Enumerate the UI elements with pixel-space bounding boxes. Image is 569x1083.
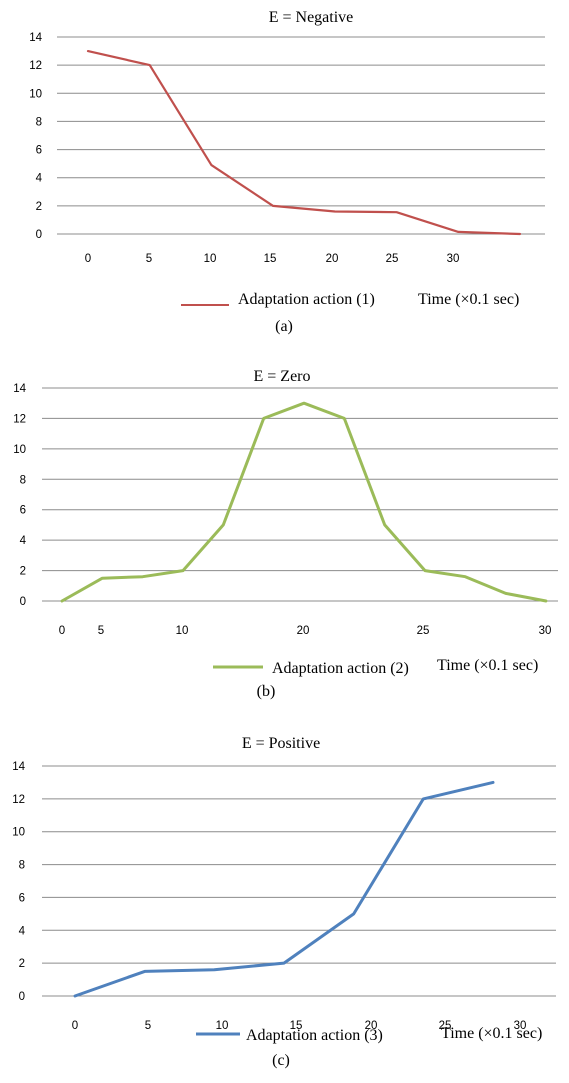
panel-label: (c) <box>272 1052 290 1069</box>
x-tick-label: 15 <box>264 253 277 265</box>
x-tick-label: 0 <box>85 253 91 265</box>
series-line <box>86 49 522 236</box>
y-tick-label: 0 <box>36 229 42 241</box>
chart-panel-c: E = Positive 0 2 4 6 8 10 12 14 0 5 10 15 20 25 30 Ad… <box>0 724 569 1083</box>
chart-c: E = Positive 0 2 4 6 8 10 12 14 0 5 10 15 20 25 30 Ad… <box>12 735 556 1069</box>
x-tick-label: 25 <box>386 253 399 265</box>
legend-label: Adaptation action (2) <box>272 660 409 677</box>
y-axis-ticks: 0 2 4 6 8 10 12 14 <box>12 761 25 1003</box>
x-tick-label: 30 <box>539 625 552 637</box>
gridlines <box>57 36 545 235</box>
series-line <box>73 780 495 998</box>
x-tick-label: 25 <box>439 1020 452 1032</box>
chart-b: E = Zero 0 2 4 6 8 10 12 14 0 5 10 20 25 30 Adaptati… <box>13 368 558 700</box>
panel-label: (a) <box>275 318 293 335</box>
x-tick-label: 15 <box>290 1020 303 1032</box>
y-tick-label: 14 <box>29 32 42 44</box>
chart-panel-a: E = Negative 0 2 4 6 8 10 12 14 0 5 10 15 20 25 30 Ad… <box>0 0 569 340</box>
y-tick-label: 14 <box>13 383 26 395</box>
panel-label: (b) <box>257 683 276 700</box>
chart-a: E = Negative 0 2 4 6 8 10 12 14 0 5 10 15 20 25 30 Ad… <box>29 9 545 335</box>
x-tick-label: 30 <box>447 253 460 265</box>
x-axis-ticks: 0 5 10 15 20 25 30 <box>85 253 460 265</box>
y-tick-label: 12 <box>12 794 25 806</box>
series-lines <box>73 780 495 998</box>
y-tick-label: 8 <box>36 116 42 128</box>
y-tick-label: 12 <box>29 60 42 72</box>
x-tick-label: 5 <box>98 625 104 637</box>
chart-title: E = Negative <box>269 9 354 26</box>
y-tick-label: 4 <box>19 925 26 937</box>
x-axis-label: Time (×0.1 sec) <box>441 1025 542 1042</box>
series-lines <box>86 49 522 236</box>
y-tick-label: 10 <box>12 827 25 839</box>
y-tick-label: 6 <box>36 145 42 157</box>
x-axis-label: Time (×0.1 sec) <box>418 291 519 308</box>
x-tick-label: 20 <box>365 1020 378 1032</box>
x-tick-label: 30 <box>514 1020 527 1032</box>
gridlines <box>42 387 558 602</box>
x-axis-ticks: 0 5 10 15 20 25 30 <box>72 1020 527 1032</box>
y-tick-label: 8 <box>19 860 25 872</box>
x-tick-label: 5 <box>145 1020 151 1032</box>
legend-label: Adaptation action (3) <box>246 1027 383 1044</box>
x-tick-label: 10 <box>204 253 217 265</box>
x-tick-label: 20 <box>326 253 339 265</box>
y-tick-label: 4 <box>36 173 43 185</box>
y-tick-label: 2 <box>19 958 25 970</box>
y-axis-ticks: 0 2 4 6 8 10 12 14 <box>29 32 42 241</box>
gridlines <box>42 765 556 997</box>
legend-label: Adaptation action (1) <box>238 291 375 308</box>
y-tick-label: 2 <box>36 201 42 213</box>
x-tick-label: 0 <box>59 625 65 637</box>
x-tick-label: 20 <box>297 625 310 637</box>
chart-title: E = Zero <box>254 368 311 385</box>
y-tick-label: 6 <box>19 892 25 904</box>
chart-panel-b: E = Zero 0 2 4 6 8 10 12 14 0 5 10 20 25 30 Adaptati… <box>0 358 569 708</box>
x-tick-label: 5 <box>146 253 152 265</box>
y-axis-ticks: 0 2 4 6 8 10 12 14 <box>13 383 26 608</box>
series-line <box>60 401 548 603</box>
series-lines <box>60 401 548 603</box>
y-tick-label: 4 <box>20 535 27 547</box>
x-tick-label: 25 <box>417 625 430 637</box>
y-tick-label: 0 <box>20 596 26 608</box>
y-tick-label: 6 <box>20 505 26 517</box>
y-tick-label: 12 <box>13 413 26 425</box>
x-tick-label: 0 <box>72 1020 78 1032</box>
x-tick-label: 10 <box>216 1020 229 1032</box>
chart-title: E = Positive <box>242 735 320 752</box>
y-tick-label: 10 <box>29 88 42 100</box>
y-tick-label: 2 <box>20 566 26 578</box>
y-tick-label: 10 <box>13 444 26 456</box>
x-axis-ticks: 0 5 10 20 25 30 <box>59 625 552 637</box>
x-axis-label: Time (×0.1 sec) <box>437 657 538 674</box>
y-tick-label: 0 <box>19 991 25 1003</box>
y-tick-label: 14 <box>12 761 25 773</box>
x-tick-label: 10 <box>176 625 189 637</box>
y-tick-label: 8 <box>20 474 26 486</box>
